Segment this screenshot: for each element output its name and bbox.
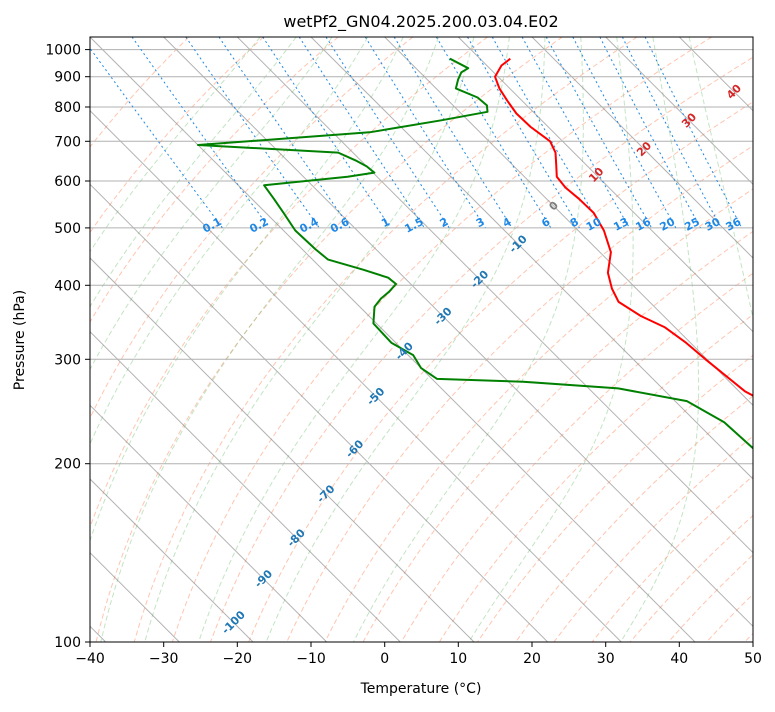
chart-title: wetPf2_GN04.2025.200.03.04.E02 — [283, 12, 558, 32]
y-tick-label: 700 — [54, 134, 81, 150]
x-tick-label: 20 — [523, 651, 541, 667]
y-tick-label: 1000 — [45, 43, 81, 59]
y-tick-label: 300 — [54, 352, 81, 368]
x-tick-label: −30 — [149, 651, 179, 667]
x-tick-label: 50 — [744, 651, 762, 667]
y-tick-label: 100 — [54, 635, 81, 651]
x-tick-label: −20 — [223, 651, 253, 667]
x-tick-label: −10 — [296, 651, 326, 667]
y-axis-label: Pressure (hPa) — [12, 290, 28, 390]
x-tick-label: 30 — [597, 651, 615, 667]
x-axis-label: Temperature (°C) — [360, 681, 482, 697]
y-tick-label: 500 — [54, 221, 81, 237]
x-tick-label: −40 — [75, 651, 105, 667]
y-tick-label: 900 — [54, 70, 81, 86]
y-tick-label: 600 — [54, 174, 81, 190]
y-tick-label: 200 — [54, 457, 81, 473]
y-tick-label: 400 — [54, 278, 81, 294]
y-tick-label: 800 — [54, 100, 81, 116]
x-tick-label: 0 — [380, 651, 389, 667]
x-tick-label: 10 — [449, 651, 467, 667]
x-tick-label: 40 — [670, 651, 688, 667]
